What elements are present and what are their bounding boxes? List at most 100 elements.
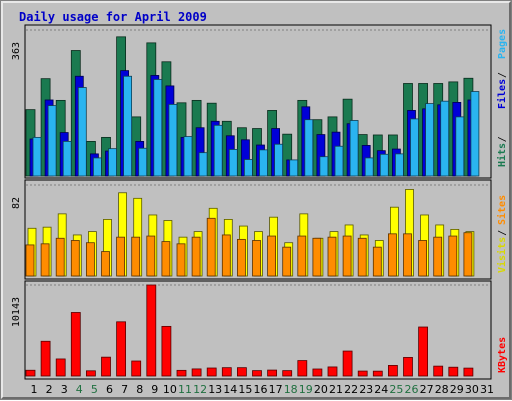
day-label-21: 21 (329, 383, 343, 396)
day-label-28: 28 (435, 383, 449, 396)
bar-pages-day-26 (410, 118, 419, 177)
day-label-26: 26 (405, 383, 419, 396)
bar-pages-day-27 (425, 103, 435, 177)
bar-sites-day-26 (403, 233, 412, 277)
bar-sites-day-21 (327, 236, 337, 277)
bar-kbytes-day-1 (25, 369, 36, 377)
bar-pages-day-13 (213, 124, 223, 177)
bar-kbytes-day-24 (372, 370, 383, 377)
bar-kbytes-day-29 (448, 366, 459, 377)
day-label-30: 30 (465, 383, 479, 396)
bar-sites-day-29 (448, 235, 458, 277)
bar-sites-day-8 (131, 236, 141, 277)
bar-pages-day-1 (32, 136, 42, 177)
bar-pages-day-6 (108, 148, 117, 177)
bar-kbytes-day-2 (40, 340, 51, 377)
bar-kbytes-day-16 (252, 370, 262, 377)
day-label-23: 23 (359, 383, 373, 396)
bar-pages-day-9 (153, 79, 163, 177)
bar-pages-day-19 (304, 119, 314, 177)
chart-title: Daily usage for April 2009 (19, 10, 207, 24)
bar-kbytes-day-27 (418, 326, 429, 377)
day-label-15: 15 (238, 383, 252, 396)
max-tick-label: 82 (11, 197, 22, 209)
bar-kbytes-day-8 (131, 360, 142, 377)
bar-kbytes-day-22 (342, 350, 353, 377)
day-label-27: 27 (420, 383, 434, 396)
legend-hits: Hits (496, 143, 508, 167)
bar-sites-day-19 (297, 235, 307, 277)
bar-kbytes-day-30 (463, 367, 474, 377)
bar-pages-day-15 (243, 159, 253, 177)
bar-kbytes-day-6 (101, 356, 111, 377)
bar-pages-day-22 (349, 120, 359, 177)
day-label-17: 17 (269, 383, 283, 396)
day-label-29: 29 (450, 383, 464, 396)
bar-pages-day-8 (138, 147, 148, 177)
bar-sites-day-5 (86, 242, 95, 277)
day-label-14: 14 (223, 383, 237, 396)
bar-sites-day-1 (25, 244, 35, 277)
day-label-11: 11 (178, 383, 192, 396)
bar-sites-day-17 (267, 235, 277, 277)
bar-sites-day-11 (176, 243, 186, 277)
bar-pages-day-23 (364, 157, 374, 177)
legend-pages: Pages (497, 29, 508, 59)
day-label-25: 25 (389, 383, 403, 396)
bar-kbytes-day-9 (146, 284, 157, 377)
bar-kbytes-day-18 (282, 370, 293, 377)
day-label-4: 4 (76, 383, 83, 396)
bar-kbytes-day-19 (297, 360, 308, 377)
day-label-6: 6 (106, 383, 113, 396)
bar-sites-day-22 (342, 235, 352, 277)
bar-sites-day-7 (116, 236, 125, 277)
bar-kbytes-day-5 (86, 370, 96, 377)
bar-pages-day-18 (289, 159, 299, 177)
bar-pages-day-30 (470, 91, 480, 177)
bar-sites-day-25 (387, 233, 397, 277)
bar-kbytes-day-10 (161, 325, 172, 377)
bar-sites-day-3 (55, 237, 65, 277)
day-label-2: 2 (46, 383, 53, 396)
bar-kbytes-day-23 (357, 370, 368, 377)
bar-sites-day-13 (206, 217, 216, 277)
day-label-16: 16 (254, 383, 268, 396)
bar-pages-day-20 (319, 156, 329, 177)
bar-pages-day-5 (93, 157, 102, 177)
bar-kbytes-day-26 (403, 357, 413, 377)
bar-kbytes-day-3 (55, 358, 66, 377)
bar-pages-day-16 (259, 149, 268, 177)
day-label-8: 8 (136, 383, 143, 396)
max-tick-label: 10143 (11, 297, 22, 327)
day-label-5: 5 (91, 383, 98, 396)
bar-kbytes-day-21 (327, 366, 338, 377)
bar-sites-day-6 (101, 251, 110, 277)
day-label-1: 1 (31, 383, 38, 396)
bar-sites-day-18 (282, 246, 292, 277)
bar-sites-day-16 (252, 240, 261, 277)
bar-kbytes-day-12 (191, 368, 202, 377)
bar-pages-day-4 (77, 87, 87, 177)
bar-sites-day-4 (70, 240, 80, 277)
bar-pages-day-7 (123, 75, 132, 177)
bar-pages-day-11 (183, 136, 193, 177)
day-label-7: 7 (121, 383, 128, 396)
bar-pages-day-14 (228, 149, 238, 177)
bar-pages-day-29 (455, 116, 465, 177)
bar-sites-day-23 (357, 237, 367, 277)
bar-pages-day-24 (379, 153, 389, 177)
legend-separator: / (497, 136, 508, 142)
day-label-9: 9 (151, 383, 158, 396)
legend-visits: Visits (496, 237, 508, 273)
legend-sites: Sites (496, 195, 508, 225)
bar-sites-day-20 (312, 237, 322, 277)
bar-sites-day-12 (191, 236, 201, 277)
day-label-3: 3 (61, 383, 68, 396)
bar-pages-day-12 (198, 152, 208, 177)
bar-pages-day-2 (47, 105, 57, 177)
bar-sites-day-2 (40, 243, 50, 277)
day-label-20: 20 (314, 383, 328, 396)
bar-kbytes-day-15 (236, 367, 247, 377)
